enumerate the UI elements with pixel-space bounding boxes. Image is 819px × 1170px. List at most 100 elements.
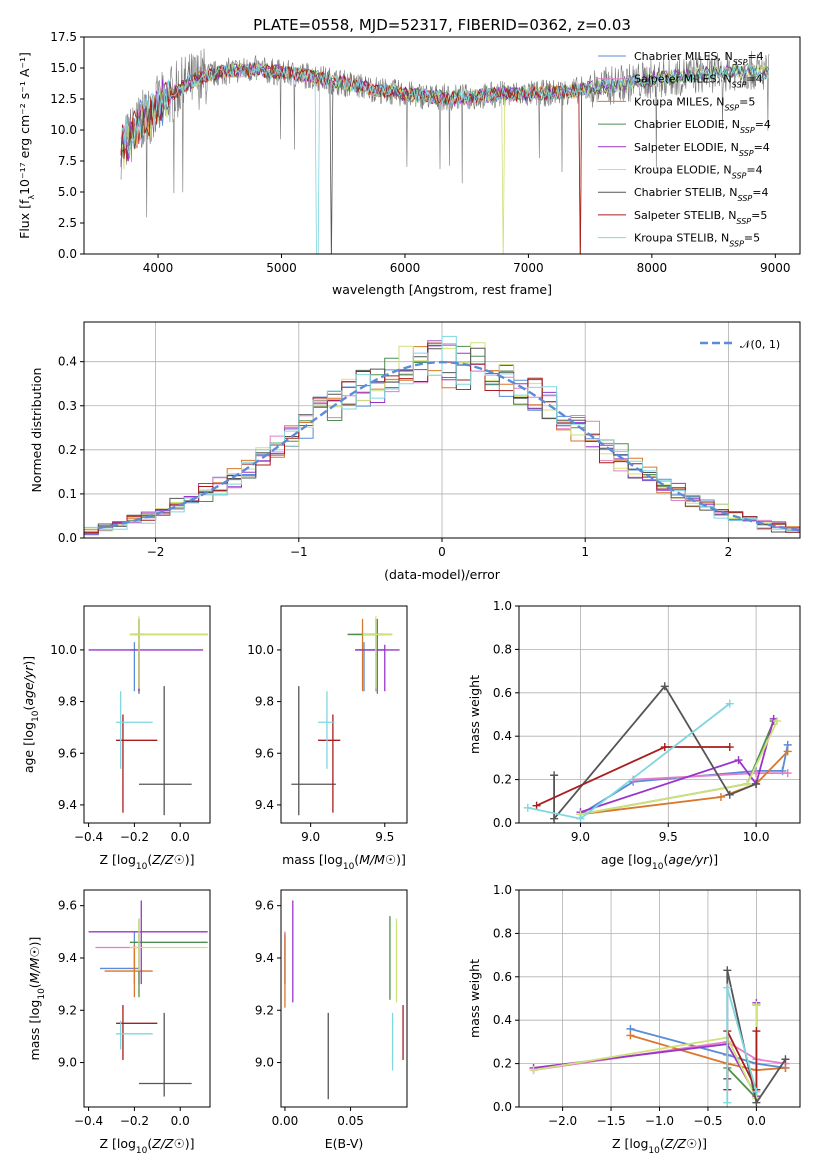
axes-frame	[83, 36, 801, 255]
y-tick-label: 0.2	[58, 443, 77, 457]
y-tick-label: 9.6	[58, 746, 77, 760]
x-tick-label: −0.4	[74, 1114, 103, 1128]
weight-marker	[781, 1055, 790, 1064]
y-tick-label: 9.4	[255, 798, 274, 812]
y-axis-label: mass weight	[467, 959, 482, 1038]
y-tick-label: 0.0	[58, 247, 77, 261]
y-axis-label: Normed distribution	[29, 368, 44, 493]
weight-marker	[752, 1098, 761, 1107]
x-tick-label: 2	[725, 545, 733, 559]
weight-marker	[734, 756, 743, 765]
x-tick-label: −1.5	[596, 1114, 625, 1128]
y-tick-label: 10.0	[247, 643, 274, 657]
y-tick-label: 0.8	[493, 642, 512, 656]
weight-marker	[723, 966, 732, 975]
model-spectrum-line	[120, 62, 584, 153]
legend-entry: Kroupa ELODIE, NSSP=4	[634, 164, 763, 181]
x-tick-label: 9000	[760, 261, 791, 275]
y-tick-label: 9.0	[255, 1056, 274, 1070]
x-tick-label: 0.05	[337, 1114, 364, 1128]
plot-area: 𝒩(0, 1) (data-model)/error Normed distribu…	[29, 335, 801, 582]
x-tick-label: −0.4	[74, 830, 103, 844]
x-tick-label: −0.2	[120, 830, 149, 844]
y-tick-label: 10.0	[50, 123, 77, 137]
y-tick-label: 2.5	[58, 216, 77, 230]
spectrum-lines	[120, 48, 770, 254]
x-tick-label: −2.0	[548, 1114, 577, 1128]
y-tick-label: 17.5	[50, 30, 77, 44]
x-tick-label: 6000	[390, 261, 421, 275]
y-tick-label: 0.0	[493, 1100, 512, 1114]
y-tick-label: 9.8	[255, 695, 274, 709]
legend-entry: Chabrier STELIB, NSSP=4	[634, 186, 768, 203]
weight-line	[580, 718, 775, 813]
y-tick-label: 0.6	[493, 970, 512, 984]
y-tick-label: 0.1	[58, 487, 77, 501]
legend-entry: Salpeter ELODIE, NSSP=4	[634, 141, 770, 158]
model-spectrum-line	[120, 62, 769, 168]
panel-5: age [log10(age/yr)] mass weight 9.0 9.5 10.0…	[467, 599, 801, 872]
plot-area: Z [log10(Z/Z☉)] mass weight	[467, 959, 790, 1156]
y-tick-label: 9.2	[58, 1003, 77, 1017]
weight-marker	[725, 790, 734, 799]
axes-frame	[280, 605, 408, 824]
plot-area: Z [log10(Z/Z☉)] mass [log10(M/M☉)]	[27, 900, 208, 1156]
legend-entry: 𝒩(0, 1)	[740, 338, 780, 351]
x-tick-label: 9.0	[571, 830, 590, 844]
weight-marker	[781, 1063, 790, 1072]
legend-entry: Salpeter MILES, NSSP=4	[634, 73, 763, 90]
weight-lines	[523, 682, 792, 823]
y-tick-label: 9.6	[255, 899, 274, 913]
weight-marker	[752, 1087, 761, 1096]
plot-area: mass [log10(M/M☉)]	[282, 616, 406, 872]
weight-lines	[529, 966, 790, 1107]
axes-frame	[83, 889, 211, 1108]
axes-frame	[280, 889, 408, 1108]
legend-entry: Chabrier MILES, NSSP=4	[634, 50, 764, 67]
weight-marker	[550, 814, 559, 823]
y-tick-label: 10.0	[50, 643, 77, 657]
y-tick-label: 0.4	[493, 1013, 512, 1027]
weight-marker	[523, 803, 532, 812]
x-axis-label: Z [log10(Z/Z☉)]	[99, 852, 194, 872]
y-tick-label: 9.2	[255, 1003, 274, 1017]
y-tick-label: 0.4	[493, 729, 512, 743]
weight-marker	[783, 747, 792, 756]
weight-line	[580, 720, 779, 816]
panel-1: Chabrier MILES, NSSP=4 Salpeter MILES, NS…	[17, 30, 801, 297]
y-tick-label: 0.6	[493, 686, 512, 700]
x-tick-label: −0.2	[120, 1114, 149, 1128]
weight-marker	[716, 792, 725, 801]
y-tick-label: 12.5	[50, 92, 77, 106]
axes-frame	[518, 605, 801, 824]
y-axis-label: age [log10(age/yr)]	[21, 656, 41, 773]
weight-line	[527, 702, 731, 820]
panel-6: Z [log10(Z/Z☉)] mass [log10(M/M☉)] −0.4 −0.…	[27, 889, 211, 1156]
weight-marker	[773, 717, 782, 726]
weight-marker	[783, 769, 792, 778]
x-tick-label: −2	[147, 545, 165, 559]
legend-entry: Salpeter STELIB, NSSP=5	[634, 209, 767, 226]
y-tick-label: 9.4	[58, 798, 77, 812]
y-tick-label: 0.8	[493, 926, 512, 940]
weight-marker	[725, 699, 734, 708]
figure-title: PLATE=0558, MJD=52317, FIBERID=0362, z=0…	[253, 16, 631, 34]
legend-entry: Kroupa STELIB, NSSP=5	[634, 232, 760, 249]
y-tick-label: 0.0	[493, 816, 512, 830]
weight-marker	[660, 743, 669, 752]
legend-entry: Kroupa MILES, NSSP=5	[634, 95, 755, 112]
x-tick-label: 0	[438, 545, 446, 559]
panel-3: Z [log10(Z/Z☉)] age [log10(age/yr)] −0.4 −0…	[21, 605, 211, 872]
weight-marker	[576, 814, 585, 823]
y-tick-label: 5.0	[58, 185, 77, 199]
weight-line	[533, 1005, 758, 1099]
legend: Chabrier MILES, NSSP=4 Salpeter MILES, NS…	[598, 50, 771, 248]
panel-7: E(B-V) 0.00 0.05 9.0 9.2 9.4 9.6	[255, 889, 408, 1151]
weight-marker	[660, 682, 669, 691]
weight-marker	[723, 1098, 732, 1107]
weight-marker	[529, 1066, 538, 1075]
x-tick-label: 4000	[143, 261, 174, 275]
x-axis-label: Z [log10(Z/Z☉)]	[612, 1136, 707, 1156]
y-tick-label: 9.8	[58, 695, 77, 709]
y-axis-label: Flux [fλ10⁻¹⁷ erg cm⁻² s⁻¹ A⁻¹]	[17, 52, 36, 239]
